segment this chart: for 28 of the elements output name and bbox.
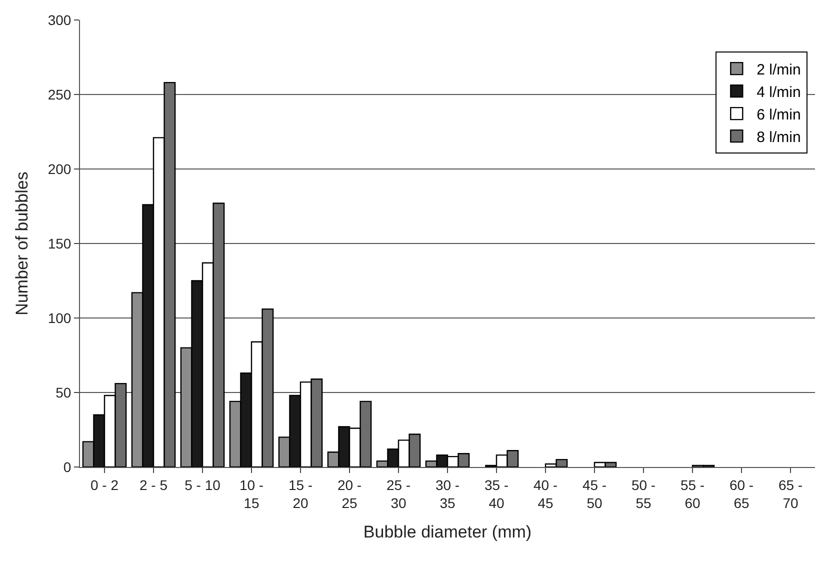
legend-label: 8 l/min [756,128,801,146]
x-tick-label: 0 - 2 [90,476,119,493]
y-tick-label: 0 [63,458,72,475]
x-tick-label: 40 - 45 [533,476,558,511]
x-tick-label: 55 - 60 [680,476,705,511]
x-tick-label: 60 - 65 [729,476,754,511]
x-tick-label: 45 - 50 [582,476,607,511]
y-axis-title: Number of bubbles [12,172,32,316]
x-tick-label: 15 - 20 [288,476,313,511]
legend-label: 6 l/min [756,106,801,124]
x-tick-label: 10 - 15 [239,476,264,511]
y-tick-label: 50 [56,384,72,400]
x-tick-label: 65 - 70 [778,476,803,511]
x-tick-label: 35 - 40 [484,476,509,511]
x-tick-label: 2 - 5 [139,476,168,493]
y-tick-label: 200 [48,160,72,177]
x-tick-label: 50 - 55 [631,476,656,511]
x-tick-label: 20 - 25 [337,476,362,511]
x-tick-label: 30 - 35 [435,476,460,511]
y-tick-label: 100 [48,310,72,326]
legend-label: 4 l/min [756,84,801,101]
y-tick-label: 150 [48,235,72,252]
x-tick-label: 5 - 10 [184,476,221,493]
x-tick-label: 25 - 30 [386,476,411,511]
y-tick-label: 300 [48,12,72,28]
x-axis-title: Bubble diameter (mm) [363,522,532,542]
y-tick-label: 250 [48,86,72,102]
legend-label: 2 l/min [756,61,801,78]
